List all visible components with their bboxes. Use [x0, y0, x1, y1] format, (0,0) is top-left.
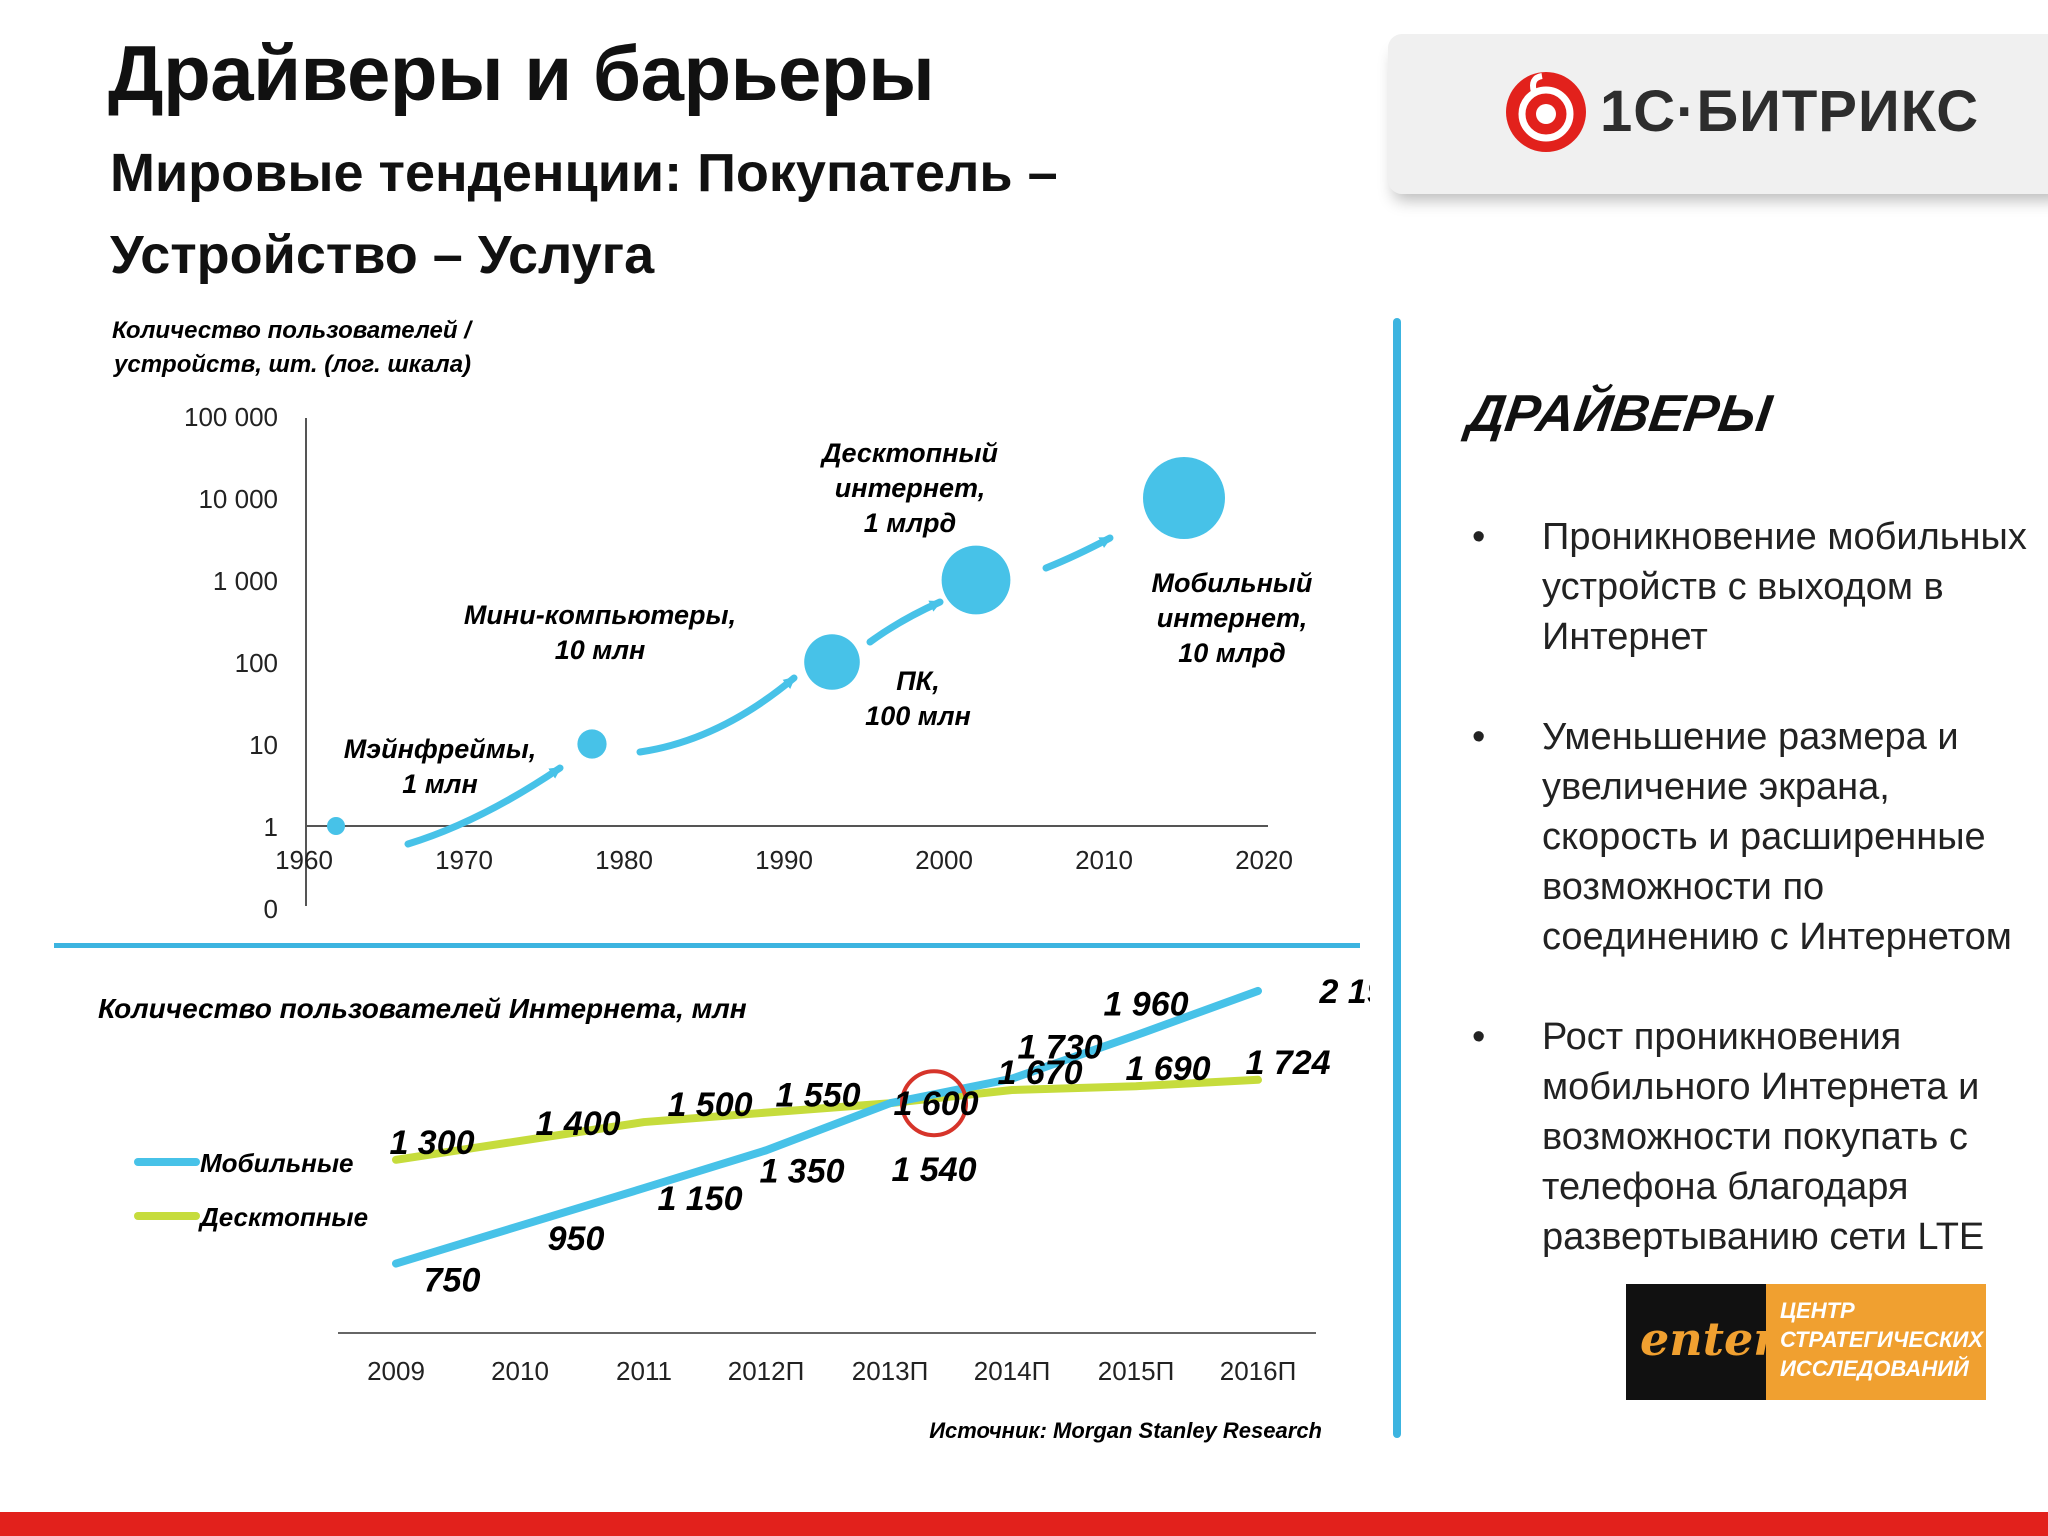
chart2-title: Количество пользователей Интернета, млн	[98, 993, 747, 1024]
chart2-mobile-label: 1 150	[657, 1180, 742, 1218]
chart1-point-label: Мобильный интернет, 10 млрд	[1152, 568, 1313, 668]
chart1-y-tick-label: 10	[249, 730, 278, 760]
chart1-point-label: ПК, 100 млн	[865, 666, 971, 731]
chart1-x-tick-label: 2000	[915, 845, 973, 875]
chart2-x-tick-label: 2012П	[728, 1356, 805, 1386]
chart1-trend-arrow	[1042, 534, 1114, 572]
chart1-y-tick-label: 10 000	[198, 484, 278, 514]
chart2-x-tick-label: 2013П	[852, 1356, 929, 1386]
chart2-highlight-label: 1 600	[893, 1085, 978, 1123]
chart2-x-tick-label: 2014П	[974, 1356, 1051, 1386]
chart1-x-tick-label: 1960	[275, 845, 333, 875]
chart1-x-tick-label: 2020	[1235, 845, 1293, 875]
chart2-x-tick-label: 2009	[367, 1356, 425, 1386]
chart2-desktop-label: 1 690	[1125, 1050, 1210, 1088]
chart2-highlight-circle	[900, 1069, 968, 1138]
drivers-item: Проникновение мобильных устройств с выхо…	[1468, 512, 2038, 662]
chart1-trend-arrow	[866, 598, 944, 646]
internet-users-line-chart: Количество пользователей Интернета, млн …	[98, 973, 1370, 1443]
chart2-mobile-label: 950	[548, 1220, 605, 1258]
chart1-bubble	[327, 817, 345, 835]
horizontal-divider	[54, 943, 1360, 948]
chart2-legend-label: Десктопные	[198, 1202, 368, 1232]
chart1-y-tick-label: 100	[235, 648, 278, 678]
chart1-trend-arrow	[404, 764, 564, 848]
chart1-point-label: Мэйнфреймы, 1 млн	[344, 734, 537, 799]
drivers-heading: ДРАЙВЕРЫ	[1463, 385, 1775, 443]
brand-logo-text: 1С·БИТРИКС	[1600, 79, 1980, 144]
drivers-item: Рост проникновения мобильного Интернета …	[1468, 1012, 2038, 1262]
chart1-x-tick-label: 1980	[595, 845, 653, 875]
chart1-bubble	[941, 545, 1011, 615]
drivers-list: Проникновение мобильных устройств с выхо…	[1468, 512, 2038, 1312]
chart1-x-tick-label: 2010	[1075, 845, 1133, 875]
chart2-desktop-label: 1 724	[1245, 1044, 1330, 1082]
chart1-y-tick-label: 1 000	[213, 566, 278, 596]
chart2-desktop-label: 1 670	[997, 1054, 1082, 1092]
partner-caption-line: СТРАТЕГИЧЕСКИХ	[1780, 1327, 1984, 1352]
chart1-annotation: Мини-компьютеры, 10 млн	[464, 600, 736, 665]
chart2-mobile-label: 2 195	[1318, 973, 1370, 1011]
chart2-series-line	[392, 986, 1262, 1268]
partner-logo-caption: ЦЕНТР СТРАТЕГИЧЕСКИХ ИССЛЕДОВАНИЙ	[1766, 1284, 1986, 1400]
chart1-ylabel-line1: Количество пользователей /	[112, 317, 473, 344]
vertical-divider	[1393, 318, 1401, 1438]
brand-logo-panel: 1С·БИТРИКС	[1388, 34, 2048, 194]
chart2-source: Источник: Morgan Stanley Research	[929, 1418, 1322, 1443]
chart1-point-label: Десктопный интернет, 1 млрд	[820, 438, 999, 538]
bitrix-logo-icon	[1506, 72, 1586, 152]
chart2-desktop-label: 1 540	[891, 1151, 976, 1189]
drivers-item: Уменьшение размера и увеличение экрана, …	[1468, 712, 2038, 962]
chart1-x-tick-label: 1970	[435, 845, 493, 875]
partner-caption-line: ИССЛЕДОВАНИЙ	[1780, 1356, 1969, 1381]
chart1-y-tick-label: 0	[264, 894, 278, 924]
chart2-desktop-label: 1 550	[775, 1077, 860, 1115]
chart2-mobile-label: 1 350	[759, 1152, 844, 1190]
partner-caption-line: ЦЕНТР	[1780, 1298, 1855, 1323]
chart1-y-tick-label: 1	[264, 812, 278, 842]
partner-logo-word: enter	[1640, 1312, 1778, 1366]
chart2-x-tick-label: 2011	[616, 1356, 672, 1386]
chart2-x-tick-label: 2016П	[1220, 1356, 1297, 1386]
partner-logo-mark: enter	[1626, 1284, 1777, 1400]
partner-logo: enter ЦЕНТР СТРАТЕГИЧЕСКИХ ИССЛЕДОВАНИЙ	[1626, 1284, 1986, 1400]
chart2-mobile-label: 750	[424, 1262, 481, 1300]
footer-bar	[0, 1512, 2048, 1536]
chart1-bubble	[1143, 457, 1225, 539]
chart2-x-tick-label: 2015П	[1098, 1356, 1175, 1386]
slide-title: Драйверы и барьеры	[108, 29, 935, 117]
chart2-mobile-label: 1 730	[1017, 1029, 1102, 1067]
slide-subtitle: Мировые тенденции: Покупатель – Устройст…	[110, 143, 1058, 285]
chart1-trend-arrow	[636, 674, 798, 756]
chart2-desktop-label: 1 500	[667, 1086, 752, 1124]
chart2-x-tick-label: 2010	[491, 1356, 549, 1386]
chart1-ylabel-line2: устройств, шт. (лог. шкала)	[113, 351, 471, 378]
chart1-y-tick-label: 100 000	[184, 402, 278, 432]
chart2-mobile-label: 1 960	[1103, 985, 1188, 1023]
chart1-bubble	[577, 729, 607, 759]
chart1-bubble	[804, 634, 860, 690]
chart2-desktop-label: 1 400	[535, 1105, 620, 1143]
chart2-series-line	[392, 1075, 1262, 1164]
chart2-desktop-label: 1 300	[389, 1124, 474, 1162]
chart1-x-tick-label: 1990	[755, 845, 813, 875]
device-users-bubble-chart: Количество пользователей / устройств, шт…	[112, 317, 1313, 924]
chart2-legend-label: Мобильные	[200, 1148, 354, 1178]
